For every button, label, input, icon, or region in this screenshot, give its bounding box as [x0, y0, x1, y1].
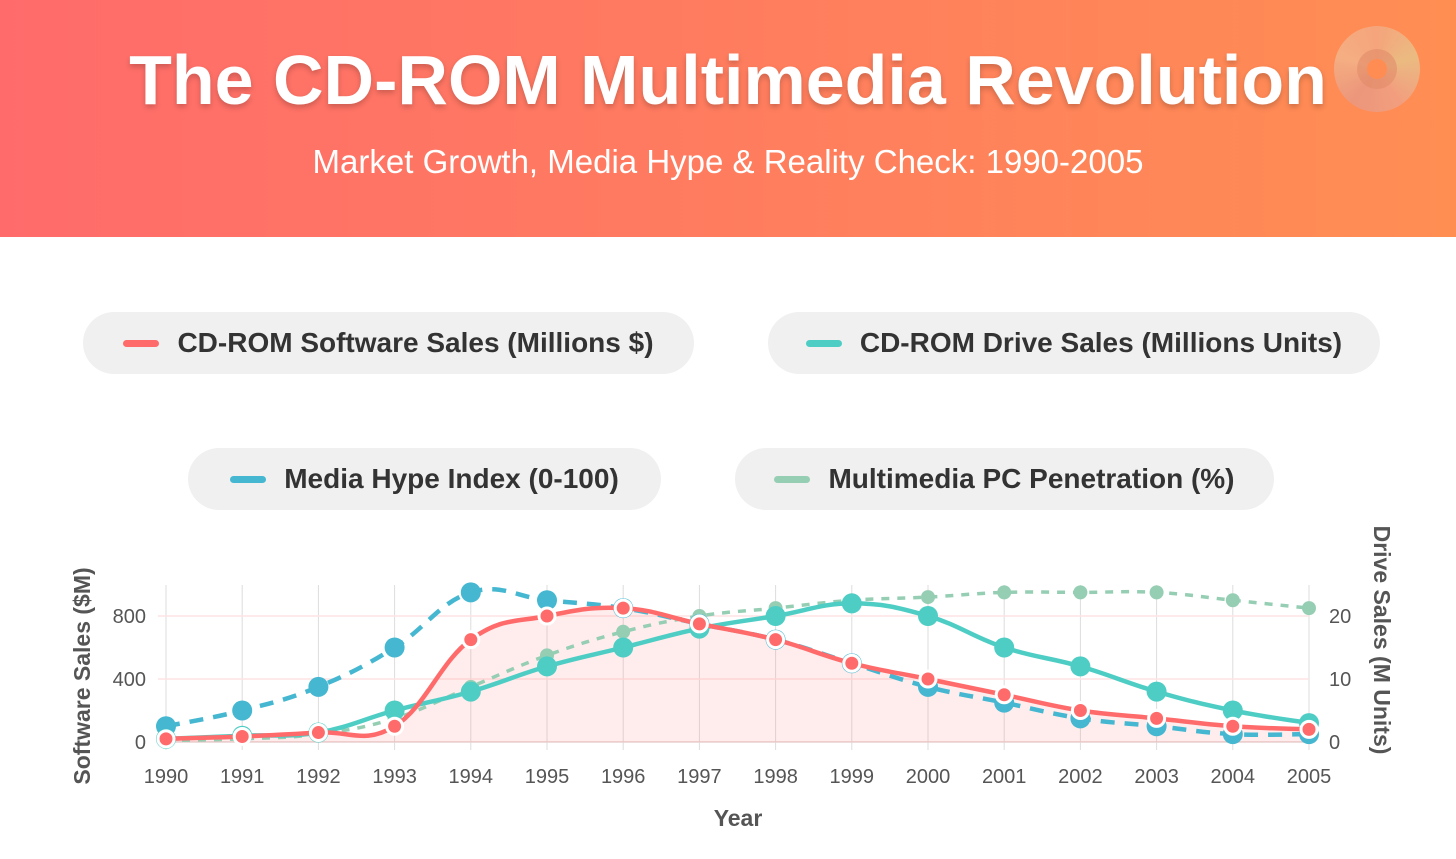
data-point — [841, 593, 862, 614]
legend-swatch — [805, 339, 842, 347]
x-tick-label: 2003 — [1134, 766, 1179, 788]
x-tick-label: 1993 — [372, 766, 417, 788]
y-right-tick-label: 10 — [1329, 669, 1351, 691]
series-line — [165, 587, 1310, 738]
y-left-tick-label: 800 — [113, 606, 146, 628]
data-point — [1073, 585, 1088, 600]
data-point — [384, 700, 405, 721]
x-tick-label: 1998 — [753, 766, 798, 788]
x-tick-label: 2004 — [1211, 766, 1256, 788]
data-point — [1302, 601, 1316, 616]
data-point — [613, 598, 633, 618]
x-tick-label: 2001 — [982, 766, 1027, 788]
data-point — [537, 606, 557, 626]
data-point — [994, 637, 1015, 658]
x-tick-label: 1991 — [220, 766, 265, 788]
legend-item-software-sales[interactable]: CD-ROM Software Sales (Millions $) — [83, 312, 694, 374]
data-point — [1299, 719, 1319, 739]
cd-icon — [1334, 26, 1420, 112]
data-point — [1225, 593, 1240, 608]
series-line — [165, 605, 1310, 742]
series-line — [165, 589, 1310, 743]
data-point — [689, 614, 709, 634]
y-right-tick-label: 20 — [1329, 606, 1351, 628]
x-tick-label: 2002 — [1058, 766, 1103, 788]
data-point — [156, 729, 176, 749]
data-point — [842, 653, 862, 673]
data-point — [1149, 585, 1164, 600]
data-point — [616, 624, 631, 639]
data-point — [918, 669, 938, 689]
software-sales-area — [166, 607, 1309, 742]
x-tick-label: 1999 — [830, 766, 875, 788]
x-tick-label: 1997 — [677, 766, 722, 788]
legend-item-pc-penetration[interactable]: Multimedia PC Penetration (%) — [735, 448, 1274, 510]
x-tick-label: 1995 — [525, 766, 570, 788]
data-point — [232, 726, 252, 746]
x-tick-label: 2000 — [906, 766, 951, 788]
data-point — [918, 606, 938, 626]
page-title: The CD-ROM Multimedia Revolution — [129, 41, 1327, 119]
data-point — [1223, 716, 1243, 736]
data-point — [460, 582, 481, 603]
data-point — [1222, 700, 1243, 721]
data-point — [232, 700, 253, 721]
data-point — [1070, 656, 1091, 677]
y-left-axis-title: Software Sales ($M) — [69, 567, 95, 784]
data-point — [766, 630, 786, 650]
data-point — [461, 630, 481, 650]
data-point — [765, 606, 786, 626]
legend-label: Multimedia PC Penetration (%) — [828, 463, 1235, 494]
x-axis-title: Year — [714, 805, 763, 831]
data-point — [1146, 681, 1167, 702]
x-tick-label: 2005 — [1287, 766, 1332, 788]
data-point — [997, 585, 1012, 600]
data-point — [385, 716, 405, 736]
series-line — [165, 601, 1310, 742]
x-tick-label: 1994 — [449, 766, 494, 788]
y-left-tick-label: 0 — [135, 732, 146, 754]
data-point — [921, 590, 935, 605]
legend-swatch — [774, 475, 811, 483]
y-right-axis-title: Drive Sales (M Units) — [1369, 526, 1395, 755]
x-tick-label: 1990 — [144, 766, 189, 788]
data-point — [308, 676, 329, 697]
data-point — [384, 637, 405, 658]
y-right-tick-label: 0 — [1329, 732, 1340, 754]
data-point — [537, 656, 557, 677]
data-point — [613, 637, 634, 658]
data-point — [460, 681, 481, 702]
x-tick-label: 1992 — [296, 766, 341, 788]
page-subtitle: Market Growth, Media Hype & Reality Chec… — [312, 143, 1144, 180]
x-tick-label: 1996 — [601, 766, 646, 788]
y-left-tick-label: 400 — [113, 669, 146, 691]
data-point — [994, 685, 1014, 705]
legend-item-media-hype[interactable]: Media Hype Index (0-100) — [188, 448, 661, 510]
data-point — [537, 590, 557, 611]
data-point — [1147, 708, 1167, 728]
data-point — [308, 723, 328, 743]
legend-label: CD-ROM Software Sales (Millions $) — [177, 327, 654, 358]
legend-swatch — [123, 339, 160, 347]
legend-label: CD-ROM Drive Sales (Millions Units) — [859, 327, 1343, 358]
legend-swatch — [230, 475, 267, 483]
header: The CD-ROM Multimedia Revolution Market … — [0, 0, 1456, 237]
data-point — [1070, 701, 1090, 720]
legend-label: Media Hype Index (0-100) — [284, 463, 619, 494]
legend-item-drive-sales[interactable]: CD-ROM Drive Sales (Millions Units) — [768, 312, 1380, 374]
